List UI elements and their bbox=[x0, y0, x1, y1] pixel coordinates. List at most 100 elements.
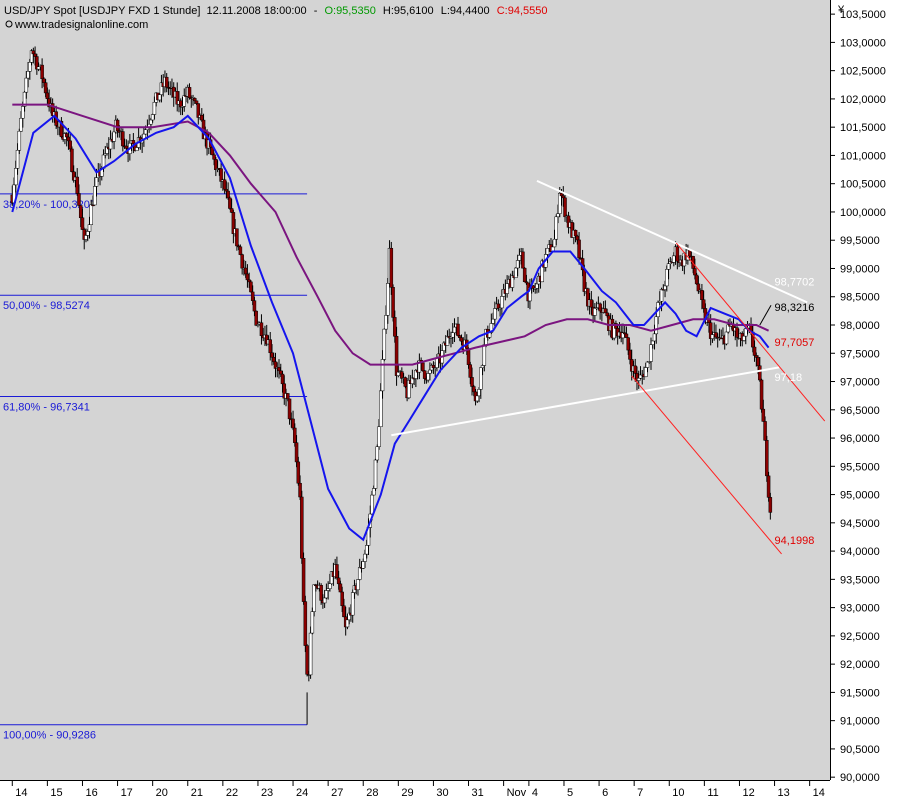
candle-body bbox=[298, 482, 302, 498]
x-tick-label: 13 bbox=[778, 787, 790, 799]
candle-body bbox=[659, 288, 664, 302]
candle-body bbox=[294, 442, 299, 463]
candle-body bbox=[194, 100, 199, 104]
candle-body bbox=[372, 488, 376, 496]
candle-body bbox=[649, 344, 653, 362]
y-tick-label: 91,5000 bbox=[840, 687, 880, 699]
candle-body bbox=[766, 475, 771, 498]
candle-body bbox=[268, 339, 272, 354]
candle-body bbox=[379, 390, 383, 428]
candle-body bbox=[277, 367, 281, 372]
x-tick-label: 6 bbox=[602, 787, 608, 799]
candle-body bbox=[559, 192, 564, 197]
candle-body bbox=[152, 101, 157, 115]
high-value: H:95,6100 bbox=[383, 5, 434, 17]
candle-body bbox=[45, 92, 50, 99]
y-tick-label: 99,5000 bbox=[840, 235, 880, 247]
candle-body bbox=[663, 285, 667, 290]
candle-body bbox=[493, 308, 497, 320]
candle-body bbox=[149, 119, 153, 125]
candle-body bbox=[15, 149, 20, 169]
y-tick-label: 99,0000 bbox=[840, 263, 880, 275]
candle-body bbox=[31, 50, 36, 55]
candle-body bbox=[522, 267, 527, 283]
candle-body bbox=[17, 130, 22, 151]
candle-body bbox=[66, 136, 71, 142]
candle-body bbox=[193, 98, 197, 102]
candle-body bbox=[535, 283, 539, 289]
candle-body bbox=[636, 377, 641, 381]
candle-body bbox=[403, 377, 408, 387]
candle-body bbox=[270, 352, 274, 358]
candle-body bbox=[157, 94, 162, 101]
candle-body bbox=[482, 344, 487, 366]
candle-body bbox=[763, 421, 767, 441]
candle-body bbox=[245, 273, 250, 281]
x-tick-label: 23 bbox=[261, 787, 273, 799]
x-tick-label: 17 bbox=[121, 787, 133, 799]
trendlines bbox=[391, 179, 826, 555]
y-tick-label: 96,0000 bbox=[840, 433, 880, 445]
candle-body bbox=[756, 357, 760, 367]
candle-body bbox=[210, 147, 215, 156]
trendline bbox=[759, 304, 772, 326]
candle-body bbox=[466, 348, 471, 365]
candle-body bbox=[164, 76, 169, 88]
candle-body bbox=[391, 287, 395, 318]
candle-body bbox=[435, 357, 439, 368]
candle-body bbox=[577, 239, 581, 259]
candle-body bbox=[150, 114, 155, 121]
plot-area[interactable] bbox=[0, 0, 830, 780]
candle-body bbox=[472, 386, 476, 393]
candle-body bbox=[589, 299, 594, 308]
candle-body bbox=[279, 370, 283, 375]
candle-body bbox=[229, 208, 234, 213]
x-tick-label: 28 bbox=[366, 787, 378, 799]
candle-body bbox=[603, 308, 608, 314]
candle-body bbox=[19, 117, 23, 132]
candle-body bbox=[300, 496, 304, 559]
candle-body bbox=[633, 365, 637, 374]
candlesticks bbox=[10, 46, 773, 682]
candle-body bbox=[364, 545, 369, 555]
y-tick-label: 92,5000 bbox=[840, 631, 880, 643]
candle-body bbox=[517, 255, 522, 261]
y-tick-label: 103,5000 bbox=[840, 9, 886, 21]
candle-body bbox=[598, 303, 602, 312]
candle-body bbox=[479, 367, 483, 390]
currency-symbol: ¥ bbox=[837, 4, 845, 16]
y-tick-label: 103,0000 bbox=[840, 37, 886, 49]
candle-body bbox=[312, 584, 316, 612]
candle-body bbox=[340, 591, 344, 607]
candle-body bbox=[754, 355, 759, 358]
candle-body bbox=[77, 193, 81, 206]
candle-body bbox=[324, 590, 329, 599]
candle-body bbox=[238, 246, 243, 255]
candle-body bbox=[322, 597, 327, 604]
candle-body bbox=[654, 316, 659, 335]
candle-body bbox=[605, 312, 609, 316]
candle-body bbox=[377, 426, 381, 447]
candle-body bbox=[693, 268, 697, 276]
y-tick-label: 97,0000 bbox=[840, 377, 880, 389]
moving-averages bbox=[11, 103, 770, 542]
candle-body bbox=[421, 362, 425, 372]
candle-body bbox=[480, 365, 485, 369]
y-tick-label: 93,0000 bbox=[840, 603, 880, 615]
candle-body bbox=[178, 100, 183, 108]
candle-body bbox=[407, 380, 411, 399]
candle-body bbox=[280, 373, 285, 385]
candle-body bbox=[259, 322, 264, 336]
fib-level-label: 61,80% - 96,7341 bbox=[3, 402, 90, 414]
y-tick-label: 102,5000 bbox=[840, 66, 886, 78]
candle-body bbox=[94, 177, 99, 187]
candle-body bbox=[456, 323, 460, 336]
x-tick-label: 20 bbox=[156, 787, 168, 799]
candle-body bbox=[28, 62, 32, 72]
candle-body bbox=[26, 71, 30, 79]
y-tick-label: 95,0000 bbox=[840, 490, 880, 502]
candle-body bbox=[356, 579, 360, 591]
x-tick-label: 11 bbox=[707, 787, 718, 799]
y-tick-label: 91,0000 bbox=[840, 716, 880, 728]
